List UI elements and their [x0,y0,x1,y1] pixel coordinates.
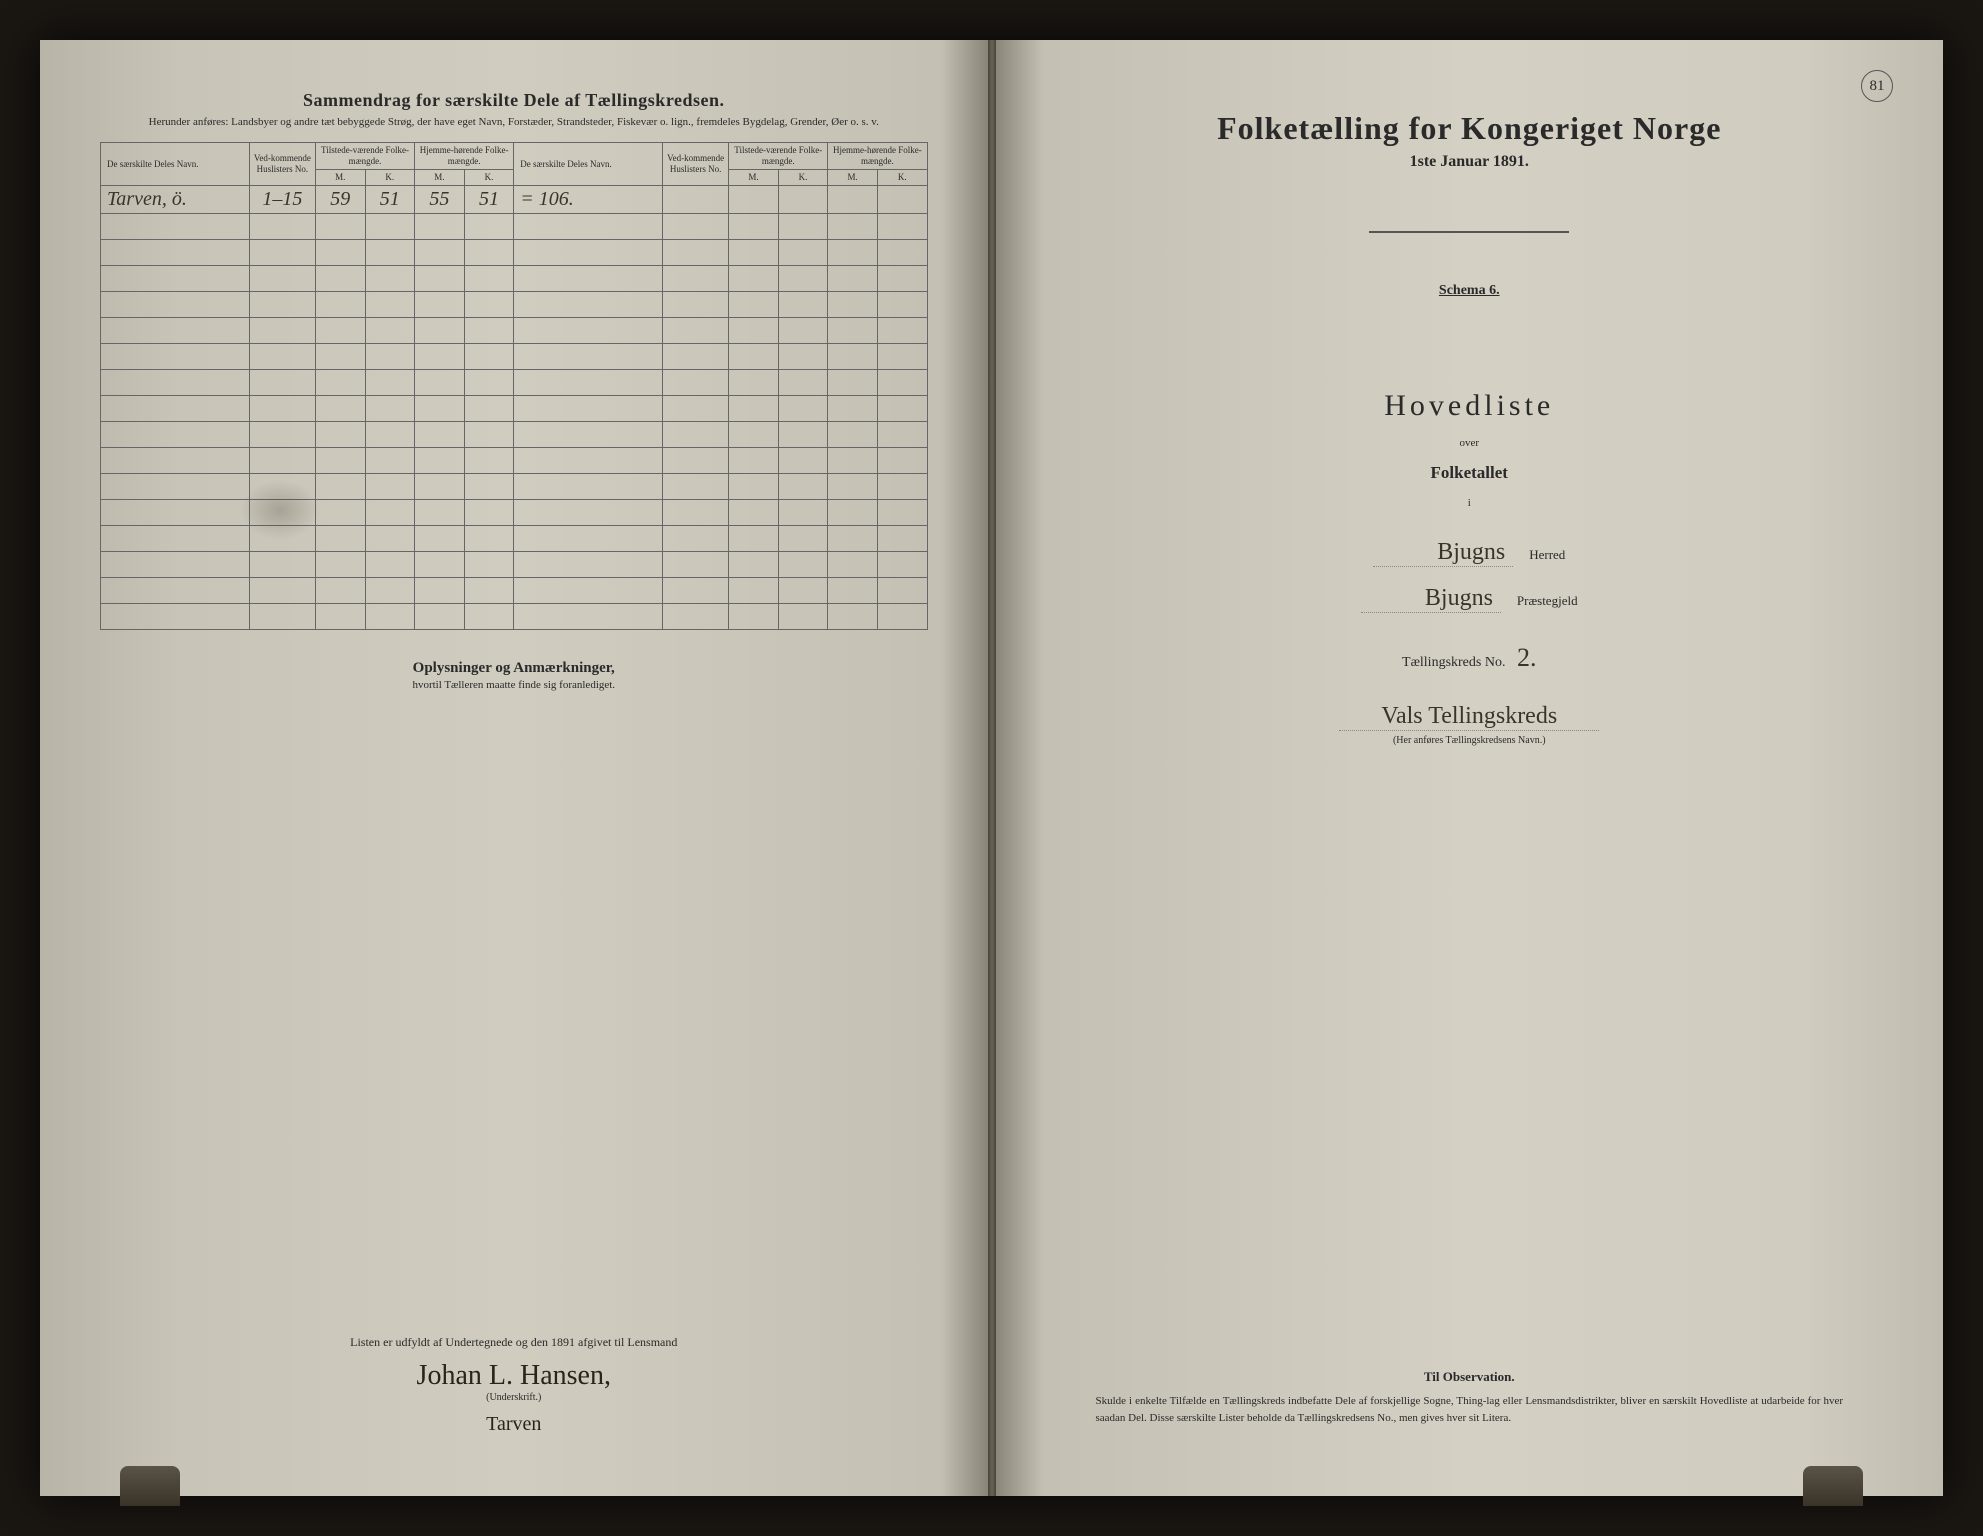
table-row-empty [101,577,928,603]
right-page: 81 Folketælling for Kongeriget Norge 1st… [996,40,1944,1496]
col-huslister: Ved-kommende Huslisters No. [249,143,315,185]
col-m: M. [729,169,779,185]
cell-tk: 51 [365,185,415,213]
left-header: Sammendrag for særskilte Dele af Tælling… [100,90,928,130]
hovedliste: Hovedliste [1056,389,1884,423]
col-k: K. [464,169,514,185]
col-tilstede2: Tilstede-værende Folke-mængde. [729,143,828,170]
col-m: M. [828,169,878,185]
herred-value: Bjugns [1373,539,1513,567]
signature-place: Tarven [100,1413,928,1436]
cell-hm: 55 [415,185,465,213]
kreds-name: Vals Tellingskreds [1339,703,1599,731]
i-label: i [1056,497,1884,509]
ink-smudge [240,480,320,540]
book-spine [988,40,996,1496]
cell-sum: = 106. [514,185,663,213]
table-row-empty [101,603,928,629]
signature-label: (Underskrift.) [100,1392,928,1403]
open-book: Sammendrag for særskilte Dele af Tælling… [40,40,1943,1496]
table-row-empty [101,551,928,577]
left-page: Sammendrag for særskilte Dele af Tælling… [40,40,988,1496]
col-m: M. [415,169,465,185]
left-title: Sammendrag for særskilte Dele af Tælling… [100,90,928,111]
notes-subtitle: hvortil Tælleren maatte finde sig foranl… [100,679,928,691]
page-number: 81 [1861,70,1893,102]
signature-section: Listen er udfyldt af Undertegnede og den… [100,1335,928,1436]
book-clip [1803,1466,1863,1506]
table-row-empty [101,525,928,551]
col-k: K. [365,169,415,185]
table-row-empty [101,473,928,499]
observation-text: Skulde i enkelte Tilfælde en Tællingskre… [1096,1393,1844,1426]
col-name2: De særskilte Deles Navn. [514,143,663,185]
table-row-empty [101,421,928,447]
praestegjeld-label: Præstegjeld [1517,593,1578,609]
table-row-empty [101,291,928,317]
col-k: K. [877,169,927,185]
col-m: M. [315,169,365,185]
main-date: 1ste Januar 1891. [1056,153,1884,171]
schema-label: Schema 6. [1056,283,1884,299]
signature-name: Johan L. Hansen, [100,1360,928,1392]
praestegjeld-value: Bjugns [1361,585,1501,613]
cell-hk: 51 [464,185,514,213]
table-body: Tarven, ö. 1–15 59 51 55 51 = 106. [101,185,928,629]
table-row-empty [101,447,928,473]
cell-name: Tarven, ö. [101,185,250,213]
cell-tm: 59 [315,185,365,213]
notes-section: Oplysninger og Anmærkninger, hvortil Tæl… [100,660,928,691]
census-table: De særskilte Deles Navn. Ved-kommende Hu… [100,142,928,629]
col-k: K. [778,169,828,185]
folketallet: Folketallet [1056,463,1884,483]
table-row-empty [101,317,928,343]
over-label: over [1056,437,1884,449]
signature-line: Listen er udfyldt af Undertegnede og den… [100,1335,928,1350]
right-content: Folketælling for Kongeriget Norge 1ste J… [1056,90,1884,746]
table-row-empty [101,499,928,525]
herred-row: Bjugns Herred [1056,539,1884,567]
title-rule [1369,231,1569,233]
table-row: Tarven, ö. 1–15 59 51 55 51 = 106. [101,185,928,213]
col-huslister2: Ved-kommende Huslisters No. [663,143,729,185]
table-row-empty [101,239,928,265]
col-hjemme: Hjemme-hørende Folke-mængde. [415,143,514,170]
left-subtitle: Herunder anføres: Landsbyer og andre tæt… [100,115,928,130]
kreds-sub: (Her anføres Tællingskredsens Navn.) [1056,735,1884,746]
col-name: De særskilte Deles Navn. [101,143,250,185]
observation-title: Til Observation. [1096,1369,1844,1385]
table-row-empty [101,213,928,239]
kreds-name-row: Vals Tellingskreds (Her anføres Tællings… [1056,703,1884,746]
book-clip [120,1466,180,1506]
kreds-no: 2. [1517,643,1537,672]
table-row-empty [101,343,928,369]
table-row-empty [101,265,928,291]
table-row-empty [101,395,928,421]
praestegjeld-row: Bjugns Præstegjeld [1056,585,1884,613]
cell-huslisters: 1–15 [249,185,315,213]
main-title: Folketælling for Kongeriget Norge [1056,110,1884,147]
herred-label: Herred [1529,547,1565,563]
col-hjemme2: Hjemme-hørende Folke-mængde. [828,143,927,170]
notes-title: Oplysninger og Anmærkninger, [100,660,928,677]
kreds-no-row: Tællingskreds No. 2. [1056,643,1884,673]
observation-section: Til Observation. Skulde i enkelte Tilfæl… [1096,1369,1844,1426]
table-row-empty [101,369,928,395]
col-tilstede: Tilstede-værende Folke-mængde. [315,143,414,170]
kreds-label: Tællingskreds No. [1402,655,1505,670]
